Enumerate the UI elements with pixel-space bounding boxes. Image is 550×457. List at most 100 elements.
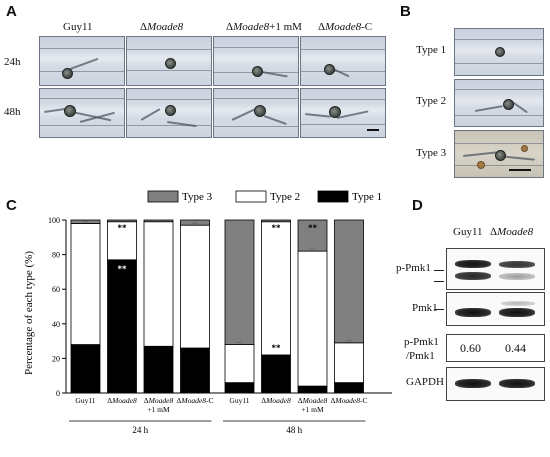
bar-24h-3-type3	[143, 219, 174, 223]
blot-gapdh	[446, 367, 545, 401]
panel-b-type1-label: Type 1	[416, 44, 447, 56]
bar-48h-3-xlabel-2: +1 mM	[301, 405, 324, 414]
bar-48h-2-type3	[261, 219, 291, 223]
bar-24h-3-xlabel-name: Moade8	[148, 396, 174, 405]
bar-48h-2-sig-bottom: **	[272, 343, 282, 353]
legend-swatch-3	[317, 190, 349, 203]
micrograph-moade8-c-48h	[300, 88, 386, 138]
bar-48h-4-type1	[334, 382, 364, 394]
blot-ppmk1	[446, 248, 545, 290]
bar-24h-2-xlabel-name: Moade8	[111, 396, 137, 405]
bar-24h-4-xlabel-1: ΔMoade8-C	[177, 396, 214, 405]
bar-24h-2-sig-bottom: **	[118, 264, 128, 274]
bar-24h-2-xlabel-1: ΔMoade8	[107, 396, 137, 405]
micrograph-moade8-1mm-48h	[213, 88, 299, 138]
y-tick-label-100: 100	[48, 216, 60, 225]
ratio-value-guy11: 0.60	[460, 341, 481, 355]
legend-swatch-2	[235, 190, 267, 203]
bar-24h-4-type3	[180, 219, 210, 226]
bar-48h-4-xlabel-1: ΔMoade8-C	[331, 396, 368, 405]
bar-48h-2-sig-top: **	[272, 223, 282, 233]
bar-24h-4-xlabel-name: Moade8	[180, 396, 206, 405]
y-tick-label-40: 40	[52, 320, 60, 329]
panel-b-type3-label: Type 3	[416, 147, 447, 159]
legend-label-2: Type 2	[270, 191, 300, 203]
chart-bars: ** ** ** ** **	[70, 219, 364, 394]
legend-label-3: Type 1	[352, 191, 382, 203]
panel-b-label: B	[400, 3, 411, 20]
bar-24h-2-type2	[107, 221, 137, 261]
ratio-value-moade8: 0.44	[505, 341, 526, 355]
blot-row-pmk1-label: Pmk1	[412, 302, 438, 314]
bar-24h-4-xlabel-delta: Δ	[177, 396, 182, 405]
panel-a-row-48h-label: 48h	[4, 106, 21, 118]
bar-24h-4-type1	[180, 347, 210, 394]
micrograph-type2	[454, 79, 544, 127]
bar-24h-2-type1	[107, 259, 137, 394]
blot-row-ppmk1-label: p-Pmk1	[396, 262, 431, 274]
panel-a-col-2-label: ΔMoade8	[140, 21, 184, 33]
micrograph-guy11-48h	[39, 88, 125, 138]
blot-ratio-box: 0.60 0.44	[446, 334, 545, 362]
blot-col-guy11-label: Guy11	[453, 226, 483, 238]
bar-48h-3-xlabel-delta: Δ	[298, 396, 303, 405]
bar-24h-3-type2	[143, 221, 174, 347]
bar-24h-3-xlabel-2: +1 mM	[147, 405, 170, 414]
bar-48h-1-xlabel-1: Guy11	[229, 396, 249, 405]
y-tick-label-80: 80	[52, 251, 60, 260]
micrograph-type1	[454, 28, 544, 76]
bar-24h-3-xlabel-delta: Δ	[144, 396, 149, 405]
bar-48h-3-type2	[297, 250, 328, 387]
bar-48h-3-xlabel-name: Moade8	[302, 396, 328, 405]
bar-24h-4-type2	[180, 224, 210, 349]
blot-row-gapdh-label: GAPDH	[406, 376, 444, 388]
bar-24h-2-type3	[107, 219, 137, 223]
group-label-1: 24 h	[132, 425, 148, 435]
bar-24h-2-sig-top: **	[118, 223, 128, 233]
bar-48h-3-type1	[297, 385, 328, 394]
panel-a-label: A	[6, 3, 17, 20]
blot-ppmk1-marker-2	[434, 281, 444, 282]
blot-ratio-label-line2: /Pmk1	[406, 350, 435, 362]
y-axis-label: Percentage of each type (%)	[23, 251, 35, 375]
micrograph-type3	[454, 130, 544, 178]
panel-a-row-24h-label: 24h	[4, 56, 21, 68]
bar-48h-3-type3	[297, 219, 328, 252]
bar-48h-4-xlabel-delta: Δ	[331, 396, 336, 405]
bar-24h-2-xlabel-delta: Δ	[107, 396, 112, 405]
blot-ratio-label-line1: p-Pmk1	[404, 336, 439, 348]
blot-pmk1-marker	[434, 309, 444, 310]
scale-bar-b	[509, 169, 531, 171]
bar-24h-1-type2	[70, 223, 101, 345]
legend-swatch-1	[147, 190, 179, 203]
bar-48h-2-xlabel-delta: Δ	[261, 396, 266, 405]
micrograph-moade8-48h	[126, 88, 212, 138]
panel-a-col-4-label: ΔMoade8-C	[318, 21, 373, 33]
bar-48h-1-type3	[224, 219, 255, 345]
panel-b-type2-label: Type 2	[416, 95, 447, 107]
panel-d-label: D	[412, 197, 423, 214]
bar-48h-1-type2	[224, 344, 255, 384]
micrograph-moade8-c-24h	[300, 36, 386, 86]
bar-48h-4-type2	[334, 342, 364, 384]
bar-24h-1-xlabel-1: Guy11	[75, 396, 95, 405]
y-tick-label-20: 20	[52, 354, 60, 363]
bar-48h-2-type2	[261, 221, 291, 356]
bar-48h-4-type3	[334, 219, 364, 344]
bar-48h-2-type1	[261, 354, 291, 394]
bar-24h-4-xlabel-suffix: -C	[206, 396, 214, 405]
bar-24h-3-type1	[143, 345, 174, 394]
bar-48h-1-type1	[224, 382, 255, 394]
micrograph-guy11-24h	[39, 36, 125, 86]
chart-legend: Type 3 Type 2 Type 1	[147, 190, 382, 203]
blot-pmk1	[446, 292, 545, 326]
legend-label-1: Type 3	[182, 191, 213, 203]
bar-48h-2-xlabel-name: Moade8	[265, 396, 291, 405]
micrograph-moade8-24h	[126, 36, 212, 86]
bar-24h-3-xlabel-1: ΔMoade8	[144, 396, 174, 405]
panel-a-col-3-label: ΔMoade8+1 mM	[226, 21, 302, 33]
bar-48h-3-xlabel-1: ΔMoade8	[298, 396, 328, 405]
y-tick-label-0: 0	[56, 389, 60, 398]
panel-a-col-1-label: Guy11	[63, 21, 93, 33]
